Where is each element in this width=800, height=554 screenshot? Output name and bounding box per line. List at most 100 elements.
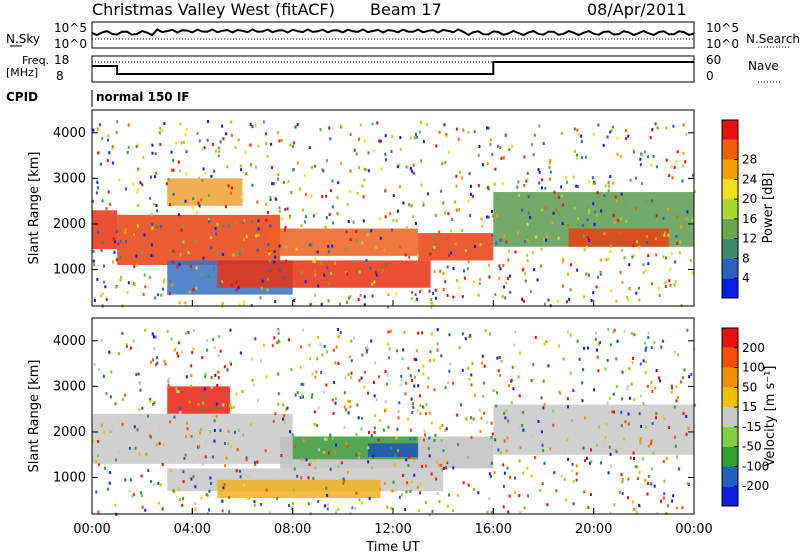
heatmap-cell xyxy=(383,482,386,486)
heatmap-cell xyxy=(144,508,147,512)
heatmap-cell xyxy=(325,350,328,354)
heatmap-cell xyxy=(687,426,690,430)
heatmap-cell xyxy=(642,271,645,275)
heatmap-cell xyxy=(385,382,388,386)
colorbar-tick-label: 28 xyxy=(742,153,757,167)
heatmap-cell xyxy=(433,438,436,442)
heatmap-cell xyxy=(260,502,263,506)
heatmap-cell xyxy=(384,215,387,219)
heatmap-cell xyxy=(169,279,172,283)
heatmap-cell xyxy=(473,280,476,284)
heatmap-cell xyxy=(265,202,268,206)
heatmap-cell xyxy=(569,371,572,375)
heatmap-cell xyxy=(221,301,224,305)
heatmap-cell xyxy=(254,461,257,465)
heatmap-cell xyxy=(355,270,358,274)
heatmap-cell xyxy=(179,122,182,126)
heatmap-cell xyxy=(404,392,407,396)
heatmap-cell xyxy=(95,191,98,195)
heatmap-cell xyxy=(133,282,136,286)
heatmap-cell xyxy=(439,426,442,430)
heatmap-cell xyxy=(385,263,388,267)
heatmap-cell xyxy=(616,339,619,343)
heatmap-cell xyxy=(156,361,159,365)
heatmap-cell xyxy=(172,158,175,162)
heatmap-cell xyxy=(509,475,512,479)
heatmap-cell xyxy=(409,374,412,378)
heatmap-cell xyxy=(373,430,376,434)
heatmap-cell xyxy=(426,385,429,389)
heatmap-cell xyxy=(448,493,451,497)
heatmap-cell xyxy=(300,270,303,274)
heatmap-cell xyxy=(359,293,362,297)
heatmap-cell xyxy=(570,263,573,267)
heatmap-cell xyxy=(121,422,124,426)
heatmap-cell xyxy=(284,225,287,229)
heatmap-cell xyxy=(411,290,414,294)
heatmap-cell xyxy=(440,463,443,467)
heatmap-cell xyxy=(495,241,498,245)
heatmap-cell xyxy=(429,350,432,354)
heatmap-cell xyxy=(96,230,99,234)
heatmap-cell xyxy=(219,282,222,286)
heatmap-cell xyxy=(452,466,455,470)
heatmap-cell xyxy=(431,291,434,295)
heatmap-cell xyxy=(143,233,146,237)
heatmap-cell xyxy=(462,128,465,132)
heatmap-cell xyxy=(337,181,340,185)
heatmap-cell xyxy=(507,510,510,514)
heatmap-cell xyxy=(405,490,408,494)
heatmap-cell xyxy=(533,268,536,272)
heatmap-cell xyxy=(498,264,501,268)
heatmap-cell xyxy=(277,402,280,406)
heatmap-cell xyxy=(542,406,545,410)
heatmap-cell xyxy=(583,490,586,494)
heatmap-cell xyxy=(396,209,399,213)
heatmap-cell xyxy=(93,298,96,302)
heatmap-cell xyxy=(594,181,597,185)
heatmap-cell xyxy=(654,237,657,241)
heatmap-cell xyxy=(432,303,435,307)
heatmap-cell xyxy=(535,235,538,239)
heatmap-cell xyxy=(595,443,598,447)
heatmap-cell xyxy=(419,404,422,408)
heatmap-cell xyxy=(300,457,303,461)
heatmap-cell xyxy=(349,238,352,242)
heatmap-cell xyxy=(404,381,407,385)
heatmap-cell xyxy=(254,123,257,127)
heatmap-band xyxy=(367,443,419,458)
heatmap-cell xyxy=(98,123,101,127)
heatmap-cell xyxy=(276,131,279,135)
heatmap-cell xyxy=(313,459,316,463)
heatmap-cell xyxy=(493,182,496,186)
heatmap-cell xyxy=(576,339,579,343)
heatmap-cell xyxy=(502,264,505,268)
heatmap-cell xyxy=(632,150,635,154)
heatmap-cell xyxy=(329,137,332,141)
heatmap-cell xyxy=(264,449,267,453)
heatmap-cell xyxy=(235,392,238,396)
heatmap-cell xyxy=(685,432,688,436)
heatmap-cell xyxy=(375,245,378,249)
heatmap-cell xyxy=(467,483,470,487)
heatmap-cell xyxy=(436,328,439,332)
heatmap-cell xyxy=(208,219,211,223)
heatmap-cell xyxy=(182,140,185,144)
heatmap-cell xyxy=(124,230,127,234)
heatmap-cell xyxy=(222,252,225,256)
heatmap-cell xyxy=(364,461,367,465)
heatmap-cell xyxy=(566,397,569,401)
heatmap-cell xyxy=(161,507,164,511)
heatmap-cell xyxy=(513,343,516,347)
heatmap-cell xyxy=(355,491,358,495)
heatmap-cell xyxy=(124,478,127,482)
heatmap-cell xyxy=(380,167,383,171)
heatmap-cell xyxy=(417,369,420,373)
heatmap-cell xyxy=(287,179,290,183)
heatmap-cell xyxy=(200,198,203,202)
heatmap-cell xyxy=(621,480,624,484)
heatmap-cell xyxy=(93,263,96,267)
heatmap-cell xyxy=(114,503,117,507)
heatmap-cell xyxy=(298,187,301,191)
